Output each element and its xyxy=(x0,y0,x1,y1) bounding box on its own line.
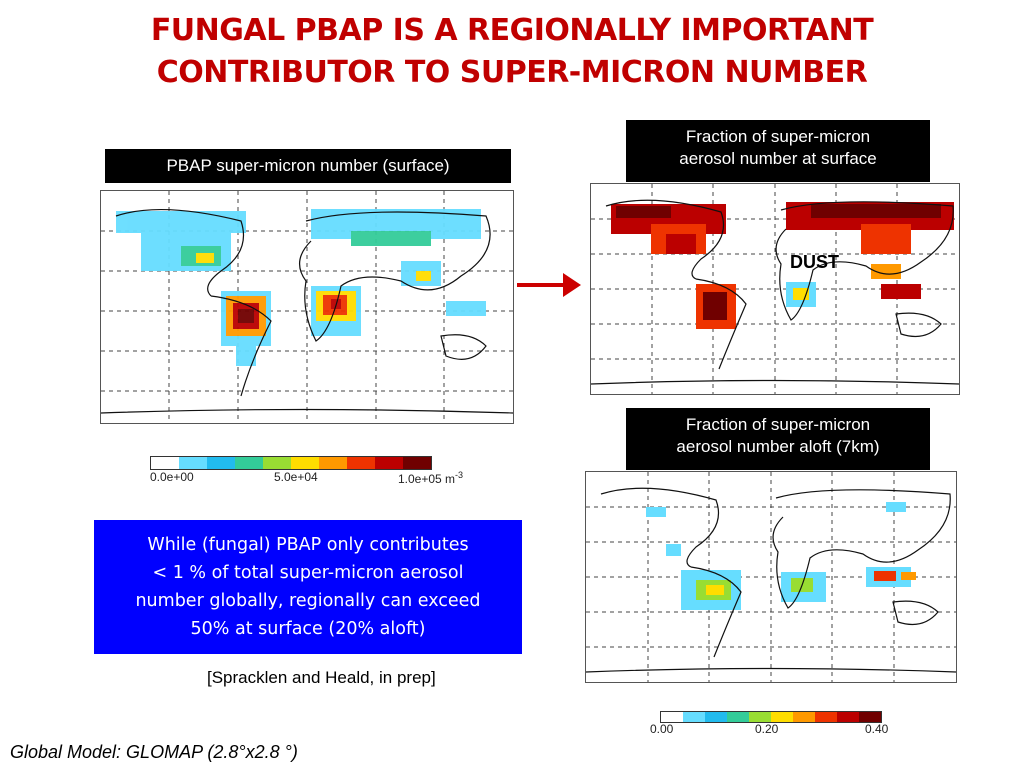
model-footer: Global Model: GLOMAP (2.8°x2.8 °) xyxy=(10,742,298,762)
title-line-1: FUNGAL PBAP IS A REGIONALLY IMPORTANT xyxy=(150,13,874,48)
scale-swatch xyxy=(179,457,207,469)
right-bottom-map-label: Fraction of super-micron aerosol number … xyxy=(626,408,930,470)
summary-note-box: While (fungal) PBAP only contributes < 1… xyxy=(94,520,522,654)
left-map-plot xyxy=(101,191,513,423)
right-colorbar-max: 0.40 xyxy=(865,722,889,736)
left-map-label: PBAP super-micron number (surface) xyxy=(105,149,511,183)
scale-swatch xyxy=(837,712,859,722)
scale-swatch xyxy=(727,712,749,722)
scale-swatch xyxy=(263,457,291,469)
slide-title: FUNGAL PBAP IS A REGIONALLY IMPORTANT CO… xyxy=(0,10,1024,94)
scale-swatch xyxy=(859,712,881,722)
scale-swatch xyxy=(661,712,683,722)
scale-swatch xyxy=(749,712,771,722)
scale-swatch xyxy=(319,457,347,469)
right-colorbar-labels: 0.00 0.20 0.40 xyxy=(650,722,900,738)
note-line-1: While (fungal) PBAP only contributes xyxy=(147,535,469,555)
left-colorbar-min: 0.0e+00 xyxy=(150,470,194,484)
right-bottom-map-aloft-fraction xyxy=(585,471,957,683)
scale-swatch xyxy=(683,712,705,722)
right-colorbar xyxy=(660,711,882,723)
note-line-2: < 1 % of total super-micron aerosol xyxy=(152,563,464,583)
left-map-pbap-number xyxy=(100,190,514,424)
left-colorbar-labels: 0.0e+00 5.0e+04 1.0e+05 m-3 xyxy=(150,470,500,486)
scale-swatch xyxy=(291,457,319,469)
left-colorbar-max: 1.0e+05 m-3 xyxy=(398,470,463,486)
scale-swatch xyxy=(705,712,727,722)
right-top-label-line-1: Fraction of super-micron xyxy=(685,127,871,146)
note-line-4: 50% at surface (20% aloft) xyxy=(190,619,426,639)
scale-swatch xyxy=(771,712,793,722)
right-top-map-plot xyxy=(591,184,959,394)
right-top-map-surface-fraction xyxy=(590,183,960,395)
scale-swatch xyxy=(815,712,837,722)
right-top-map-label: Fraction of super-micron aerosol number … xyxy=(626,120,930,182)
right-colorbar-min: 0.00 xyxy=(650,722,674,736)
citation: [Spracklen and Heald, in prep] xyxy=(207,668,436,687)
title-line-2: CONTRIBUTOR TO SUPER-MICRON NUMBER xyxy=(156,55,868,90)
right-bottom-map-plot xyxy=(586,472,956,682)
left-colorbar-unit-sup: -3 xyxy=(455,470,464,480)
dust-annotation: DUST xyxy=(790,252,839,272)
right-colorbar-mid: 0.20 xyxy=(755,722,779,736)
scale-swatch xyxy=(375,457,403,469)
left-colorbar-max-text: 1.0e+05 m xyxy=(398,472,456,486)
right-arrow-icon xyxy=(517,273,581,297)
right-bottom-label-line-1: Fraction of super-micron xyxy=(685,415,871,434)
left-colorbar xyxy=(150,456,432,470)
scale-swatch xyxy=(403,457,431,469)
scale-swatch xyxy=(235,457,263,469)
left-colorbar-mid: 5.0e+04 xyxy=(274,470,318,484)
right-bottom-label-line-2: aerosol number aloft (7km) xyxy=(676,437,880,456)
scale-swatch xyxy=(347,457,375,469)
note-line-3: number globally, regionally can exceed xyxy=(135,591,481,611)
scale-swatch xyxy=(793,712,815,722)
right-top-label-line-2: aerosol number at surface xyxy=(679,149,877,168)
scale-swatch xyxy=(151,457,179,469)
scale-swatch xyxy=(207,457,235,469)
